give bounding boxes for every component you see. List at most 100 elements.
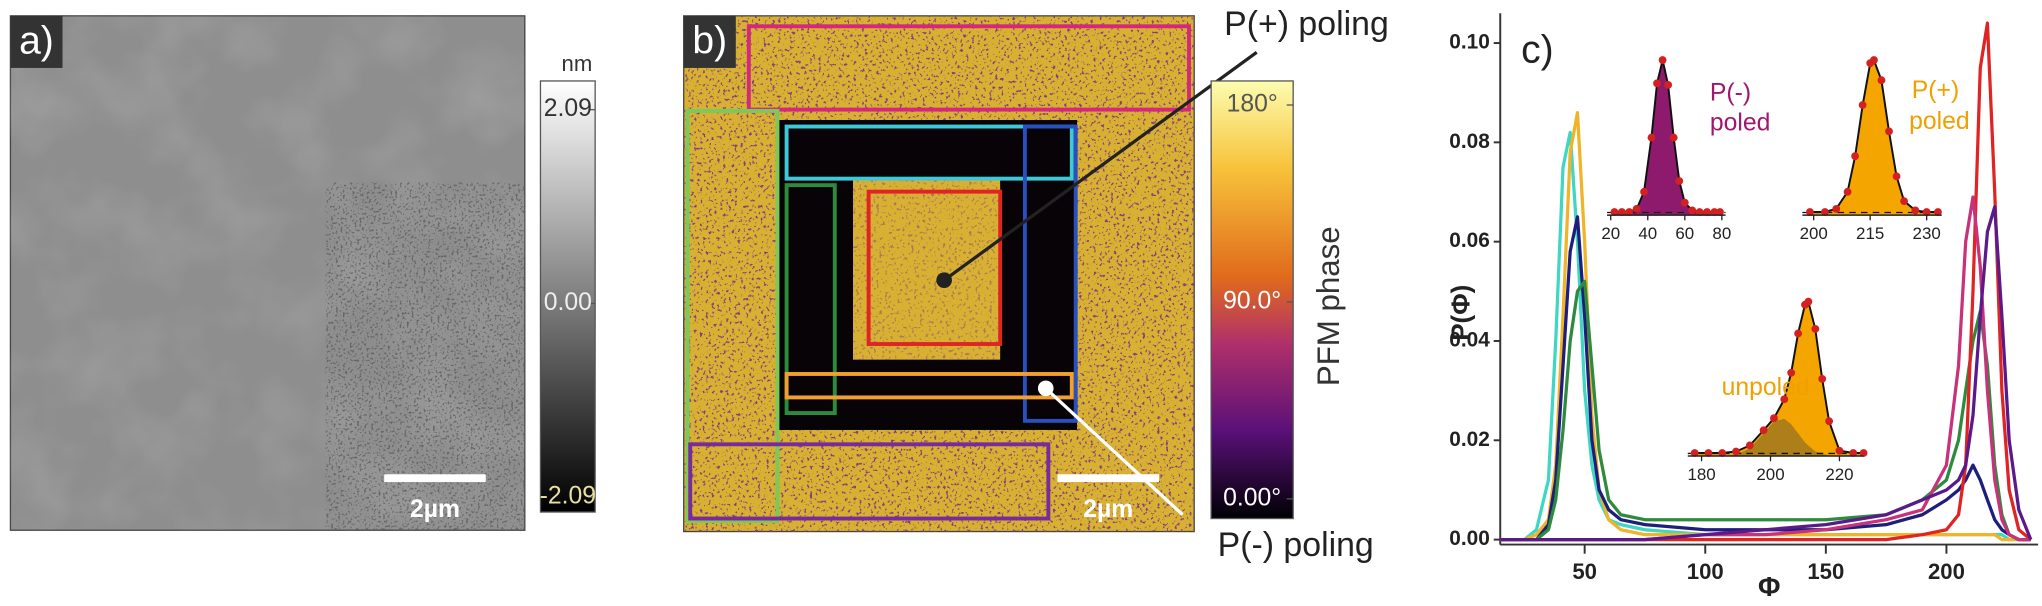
data-line xyxy=(1500,215,2031,542)
data-point xyxy=(1818,374,1827,383)
data-point xyxy=(1934,208,1942,216)
y-tick-label: 0.04 xyxy=(1449,328,1490,351)
x-tick-label: 180 xyxy=(1687,465,1715,484)
data-point xyxy=(1695,208,1704,216)
data-point xyxy=(1770,414,1778,423)
y-axis-label: P(Φ) xyxy=(1445,285,1475,341)
y-tick-label: 0.02 xyxy=(1449,428,1490,451)
panel-label-box xyxy=(683,15,736,68)
x-axis-label: Φ xyxy=(1758,571,1780,602)
panel-label-box xyxy=(10,15,63,68)
x-tick-label: 50 xyxy=(1572,559,1597,584)
colorbar-tick-label: 0.00° xyxy=(1223,484,1281,511)
roi-box xyxy=(688,442,1051,521)
roi-box xyxy=(746,24,1191,112)
x-tick-label: 80 xyxy=(1712,224,1731,243)
data-point xyxy=(1787,368,1796,377)
scale-bar-label: 2µm xyxy=(1083,496,1133,523)
inset-label: poled xyxy=(1909,108,1970,135)
data-point xyxy=(1710,208,1719,216)
data-point xyxy=(1647,133,1656,142)
colorbar-tick-label: 180° xyxy=(1227,91,1278,118)
colorbar xyxy=(1210,80,1294,520)
data-point xyxy=(1843,187,1852,196)
image-pores xyxy=(325,182,525,531)
x-tick-label: 60 xyxy=(1675,224,1694,243)
annotation-dot xyxy=(1037,380,1054,397)
data-point xyxy=(1832,204,1841,213)
roi-box xyxy=(685,108,780,524)
inset-label: P(+) xyxy=(1912,77,1959,104)
data-point xyxy=(1664,80,1673,89)
annotation-line xyxy=(943,50,1258,282)
annotation-line xyxy=(1044,387,1184,516)
data-point xyxy=(1851,152,1860,161)
colorbar-tick-label: 2.09 xyxy=(544,95,592,122)
roi-box xyxy=(866,189,1003,346)
data-point xyxy=(1653,79,1661,88)
panel-label: c) xyxy=(1521,29,1554,72)
x-tick-label: 220 xyxy=(1825,465,1853,484)
inset-label: P(-) xyxy=(1710,80,1751,107)
fit-area xyxy=(1614,60,1720,216)
data-point xyxy=(1632,204,1641,213)
annotation-dot xyxy=(936,272,952,289)
annotation: P(-) poling xyxy=(1218,526,1374,564)
data-point xyxy=(1780,395,1789,404)
data-point xyxy=(1877,76,1886,85)
colorbar xyxy=(539,80,596,513)
inset-label: unpoled xyxy=(1722,374,1810,401)
data-point xyxy=(1911,206,1920,215)
roi-box xyxy=(1022,124,1078,423)
x-tick-label: 215 xyxy=(1856,224,1884,243)
data-point xyxy=(1892,172,1901,181)
fit-area xyxy=(1694,301,1864,457)
x-tick-label: 230 xyxy=(1913,224,1941,243)
data-point xyxy=(1900,197,1908,206)
data-point xyxy=(1811,325,1820,333)
roi-box xyxy=(784,183,837,415)
data-point xyxy=(1821,208,1829,216)
data-point xyxy=(1859,449,1868,457)
x-tick-label: 40 xyxy=(1638,224,1657,243)
data-point xyxy=(1870,56,1878,64)
data-point xyxy=(1806,208,1814,216)
data-point xyxy=(1825,417,1834,426)
data-point xyxy=(1759,426,1768,435)
data-point xyxy=(1704,449,1713,457)
scale-bar xyxy=(384,474,486,483)
data-point xyxy=(1669,133,1678,142)
x-tick-label: 20 xyxy=(1601,224,1620,243)
data-point xyxy=(1703,208,1711,216)
data-point xyxy=(1794,329,1802,338)
data-line xyxy=(1500,279,2031,542)
data-point xyxy=(1640,187,1648,196)
roi-box xyxy=(784,372,1074,400)
annotation: P(+) poling xyxy=(1224,5,1389,43)
y-tick-label: 0.10 xyxy=(1449,31,1490,54)
data-point xyxy=(1849,449,1858,457)
data-point xyxy=(1804,297,1813,306)
data-point xyxy=(1680,198,1689,207)
roi-box xyxy=(784,124,1074,181)
x-tick-label: 100 xyxy=(1687,559,1724,584)
scale-bar xyxy=(1057,474,1160,483)
colorbar-unit: nm xyxy=(562,51,593,76)
panel-label: a) xyxy=(19,20,54,63)
data-point xyxy=(1922,208,1931,216)
data-point xyxy=(1690,449,1699,457)
x-tick-label: 150 xyxy=(1807,559,1844,584)
data-point xyxy=(1835,446,1844,455)
colorbar-tick-label: -2.09 xyxy=(540,483,596,510)
data-point xyxy=(1745,441,1754,450)
colorbar-tick-label: 0.00 xyxy=(544,289,592,316)
scale-bar-label: 2µm xyxy=(410,496,460,523)
x-tick-label: 200 xyxy=(1928,559,1965,584)
data-point xyxy=(1658,56,1667,64)
image-speckles xyxy=(853,179,1001,360)
data-point xyxy=(1885,127,1893,136)
data-point xyxy=(1675,177,1684,185)
data-point xyxy=(1617,208,1626,216)
